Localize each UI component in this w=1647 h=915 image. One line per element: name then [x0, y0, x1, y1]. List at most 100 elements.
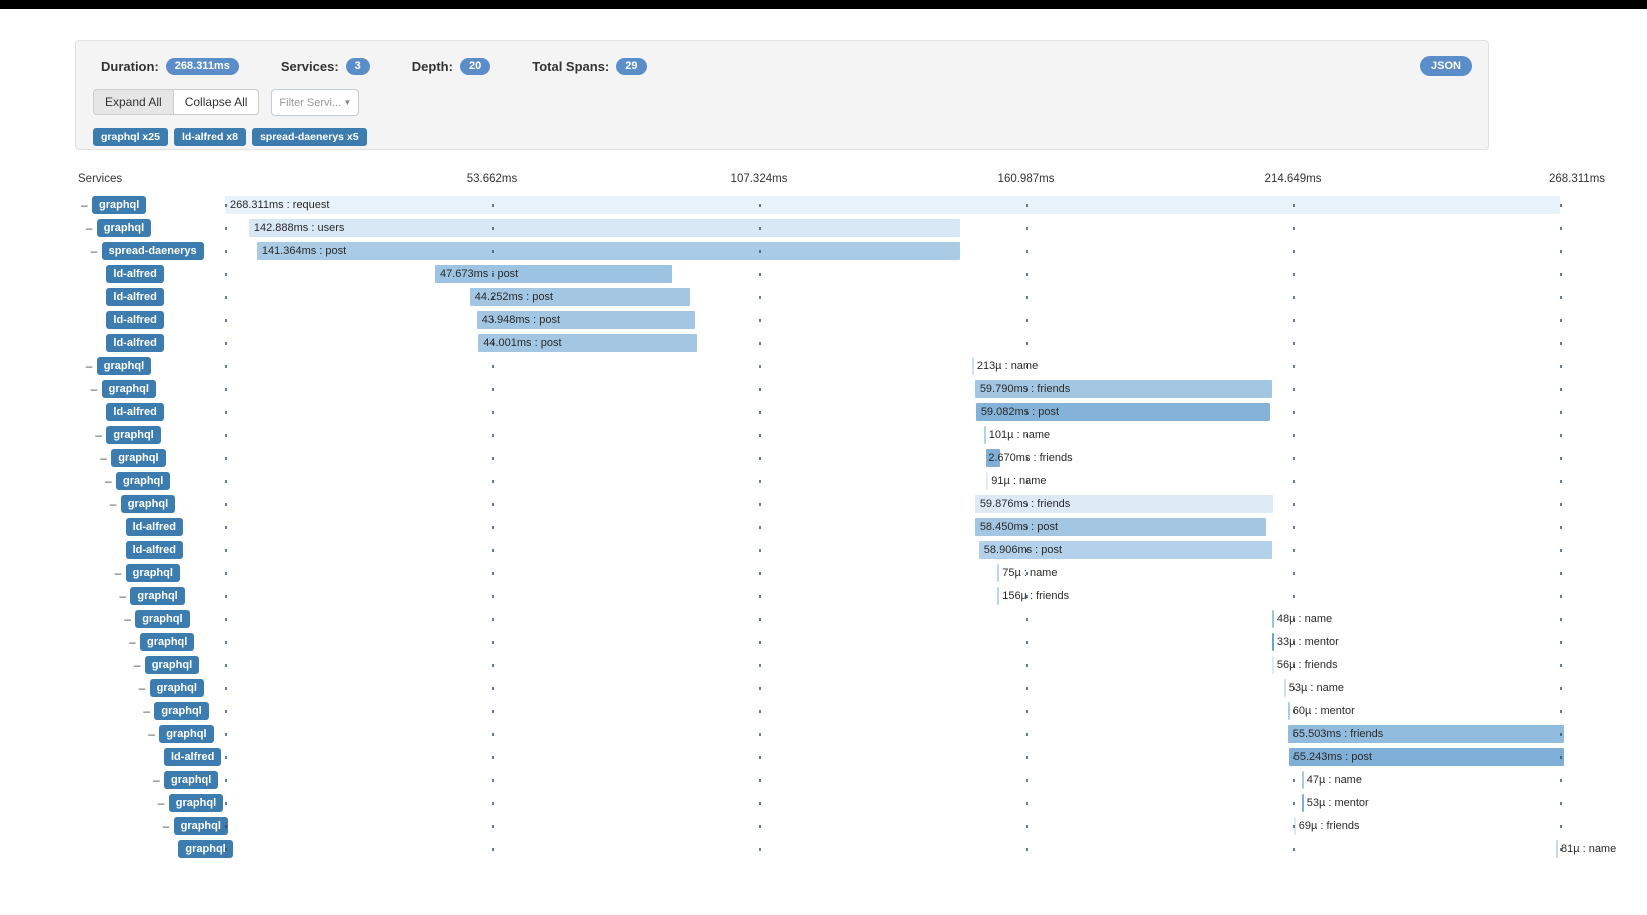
service-name-label[interactable]: graphql: [116, 472, 171, 490]
service-name-label[interactable]: graphql: [96, 357, 152, 375]
collapse-toggle-icon[interactable]: –: [143, 704, 151, 718]
service-name-label[interactable]: ld-alfred: [125, 518, 183, 536]
span-bar[interactable]: [971, 357, 974, 375]
collapse-toggle-icon[interactable]: –: [114, 566, 122, 580]
service-name-label[interactable]: graphql: [168, 794, 224, 812]
service-name-label[interactable]: ld-alfred: [106, 265, 164, 283]
service-name-label[interactable]: ld-alfred: [106, 403, 164, 421]
service-name-label[interactable]: graphql: [101, 380, 156, 398]
span-bar[interactable]: [986, 449, 1000, 467]
collapse-toggle-icon[interactable]: –: [90, 382, 98, 396]
gridline-dot: [1293, 342, 1295, 345]
span-bar[interactable]: [1287, 702, 1290, 720]
collapse-toggle-icon[interactable]: –: [148, 727, 155, 741]
span-bar[interactable]: [986, 472, 989, 490]
service-name-label[interactable]: graphql: [96, 219, 152, 237]
service-name-label[interactable]: graphql: [111, 449, 166, 467]
expand-all-button[interactable]: Expand All: [93, 89, 174, 115]
collapse-all-button[interactable]: Collapse All: [173, 89, 260, 115]
span-bar[interactable]: [248, 219, 960, 237]
span-bar[interactable]: [978, 541, 1272, 559]
span-service-group: – graphql: [85, 219, 152, 237]
span-bar[interactable]: [469, 288, 690, 306]
service-name-label[interactable]: ld-alfred: [106, 311, 164, 329]
service-name-label[interactable]: graphql: [135, 610, 190, 628]
service-name-label[interactable]: ld-alfred: [125, 541, 183, 559]
service-name-label[interactable]: graphql: [159, 725, 214, 743]
service-tag[interactable]: spread-daenerys x5: [251, 128, 367, 146]
collapse-toggle-icon[interactable]: –: [85, 359, 93, 373]
service-name-label[interactable]: graphql: [149, 679, 204, 697]
span-label: 101µ : name: [988, 429, 1051, 441]
service-name-label[interactable]: graphql: [130, 587, 185, 605]
collapse-toggle-icon[interactable]: –: [162, 819, 170, 833]
span-label: 81µ : name: [1560, 843, 1617, 855]
collapse-toggle-icon[interactable]: –: [85, 221, 93, 235]
span-row: – graphql 91µ : name: [0, 470, 1647, 493]
span-bar[interactable]: [974, 518, 1266, 536]
span-row: – graphql 55.503ms : friends: [0, 723, 1647, 746]
collapse-toggle-icon[interactable]: –: [153, 773, 160, 787]
span-bar[interactable]: [1301, 771, 1304, 789]
collapse-toggle-icon[interactable]: –: [129, 635, 136, 649]
collapse-toggle-icon[interactable]: –: [81, 198, 88, 212]
span-bar[interactable]: [1271, 656, 1274, 674]
service-name-label[interactable]: graphql: [106, 426, 161, 444]
span-row: – graphql 59.876ms : friends: [0, 493, 1647, 516]
span-bar[interactable]: [478, 334, 698, 352]
services-count-badge: 3: [345, 58, 370, 75]
collapse-toggle-icon[interactable]: –: [119, 589, 127, 603]
span-bar[interactable]: [997, 564, 1000, 582]
collapse-toggle-icon[interactable]: –: [100, 451, 107, 465]
filter-service-select[interactable]: Filter Servi... ▼: [271, 89, 360, 116]
gridline-dot: [492, 388, 494, 391]
span-bar[interactable]: [975, 403, 1270, 421]
span-bar[interactable]: [256, 242, 961, 260]
span-bar[interactable]: [974, 495, 1273, 513]
span-bar[interactable]: [434, 265, 673, 283]
service-name-label[interactable]: ld-alfred: [106, 334, 164, 352]
span-bar[interactable]: [1555, 840, 1558, 858]
collapse-toggle-icon[interactable]: –: [95, 428, 103, 442]
service-name-label[interactable]: graphql: [144, 656, 200, 674]
service-name-label[interactable]: ld-alfred: [106, 288, 164, 306]
gridline-dot: [1026, 296, 1028, 299]
collapse-toggle-icon[interactable]: –: [138, 681, 146, 695]
service-name-label[interactable]: graphql: [92, 196, 147, 214]
span-label: 213µ : name: [976, 360, 1039, 372]
collapse-toggle-icon[interactable]: –: [157, 796, 165, 810]
span-bar[interactable]: [974, 380, 1273, 398]
span-bar[interactable]: [1271, 633, 1274, 651]
span-row: ld-alfred 58.906ms : post: [0, 539, 1647, 562]
collapse-toggle-icon[interactable]: –: [90, 244, 98, 258]
service-tag[interactable]: ld-alfred x8: [173, 128, 246, 146]
trace-summary-panel: Duration: 268.311ms Services: 3 Depth: 2…: [75, 40, 1489, 150]
span-bar[interactable]: [1283, 679, 1286, 697]
service-name-label[interactable]: graphql: [178, 840, 233, 858]
span-bar[interactable]: [1301, 794, 1304, 812]
span-bar[interactable]: [225, 196, 1560, 214]
span-bar[interactable]: [476, 311, 696, 329]
service-name-label[interactable]: graphql: [120, 495, 176, 513]
collapse-toggle-icon[interactable]: –: [124, 612, 131, 626]
json-button[interactable]: JSON: [1420, 56, 1472, 76]
service-name-label[interactable]: spread-daenerys: [101, 242, 204, 260]
span-bar[interactable]: [1288, 748, 1564, 766]
gridline-dot: [492, 526, 494, 529]
service-tag[interactable]: graphql x25: [93, 128, 168, 146]
span-bar[interactable]: [983, 426, 986, 444]
collapse-toggle-icon[interactable]: –: [109, 497, 117, 511]
gridline-dot: [492, 710, 494, 713]
service-name-label[interactable]: graphql: [173, 817, 228, 835]
span-bar[interactable]: [997, 587, 1000, 605]
service-name-label[interactable]: ld-alfred: [164, 748, 222, 766]
gridline-dot: [1293, 411, 1295, 414]
service-name-label[interactable]: graphql: [154, 702, 209, 720]
span-bar[interactable]: [1287, 725, 1564, 743]
service-name-label[interactable]: graphql: [140, 633, 195, 651]
service-name-label[interactable]: graphql: [164, 771, 219, 789]
span-bar[interactable]: [1271, 610, 1274, 628]
collapse-toggle-icon[interactable]: –: [105, 474, 112, 488]
service-name-label[interactable]: graphql: [125, 564, 180, 582]
collapse-toggle-icon[interactable]: –: [133, 658, 141, 672]
